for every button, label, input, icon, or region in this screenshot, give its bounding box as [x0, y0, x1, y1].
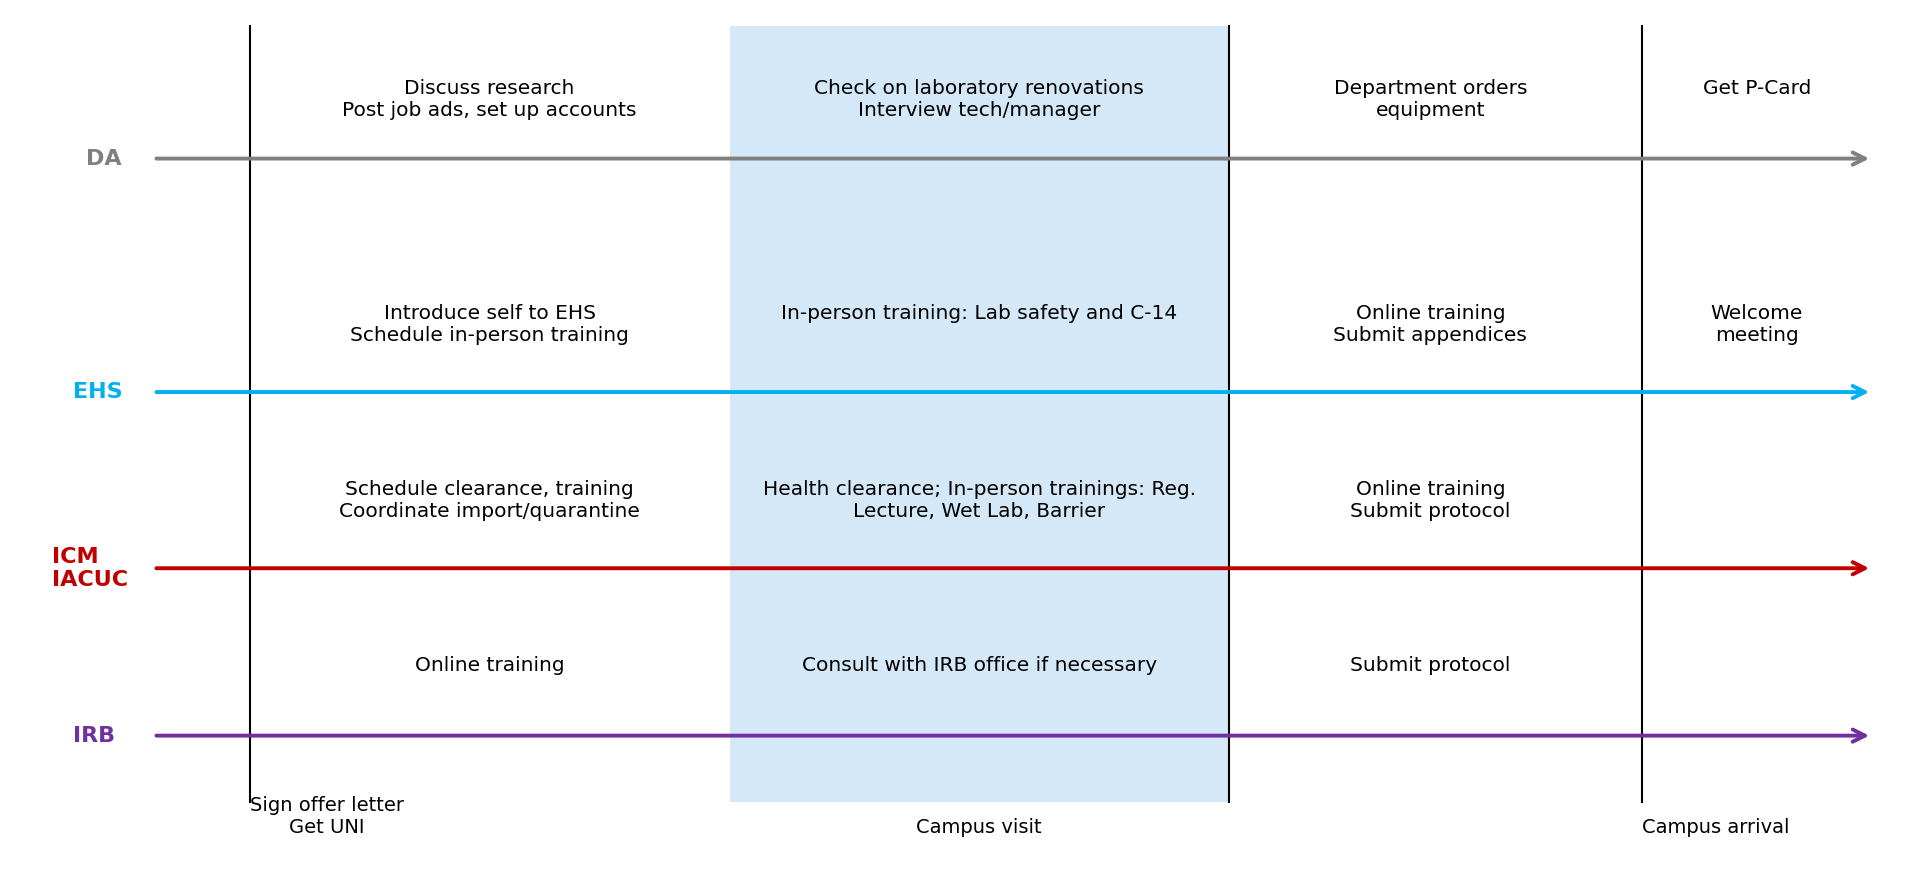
Text: EHS: EHS — [73, 382, 123, 402]
Text: ICM
IACUC: ICM IACUC — [52, 546, 129, 590]
Text: Online training
Submit appendices: Online training Submit appendices — [1334, 304, 1526, 345]
Text: Online training
Submit protocol: Online training Submit protocol — [1350, 480, 1511, 522]
Text: Welcome
meeting: Welcome meeting — [1711, 304, 1803, 345]
Text: Campus arrival: Campus arrival — [1642, 818, 1789, 837]
Text: Consult with IRB office if necessary: Consult with IRB office if necessary — [803, 656, 1156, 676]
Text: Online training: Online training — [415, 656, 564, 676]
Text: IRB: IRB — [73, 726, 115, 745]
Text: Department orders
equipment: Department orders equipment — [1334, 79, 1526, 121]
Text: Discuss research
Post job ads, set up accounts: Discuss research Post job ads, set up ac… — [342, 79, 637, 121]
Text: Sign offer letter
Get UNI: Sign offer letter Get UNI — [250, 796, 403, 837]
Text: Submit protocol: Submit protocol — [1350, 656, 1511, 676]
Text: Get P-Card: Get P-Card — [1703, 79, 1811, 99]
Text: Check on laboratory renovations
Interview tech/manager: Check on laboratory renovations Intervie… — [814, 79, 1144, 121]
Text: DA: DA — [86, 149, 123, 168]
Text: Health clearance; In-person trainings: Reg.
Lecture, Wet Lab, Barrier: Health clearance; In-person trainings: R… — [762, 480, 1196, 522]
Text: Schedule clearance, training
Coordinate import/quarantine: Schedule clearance, training Coordinate … — [340, 480, 639, 522]
Bar — [730, 26, 1229, 802]
Text: In-person training: Lab safety and C-14: In-person training: Lab safety and C-14 — [781, 304, 1177, 323]
Text: Campus visit: Campus visit — [916, 818, 1043, 837]
Text: Introduce self to EHS
Schedule in-person training: Introduce self to EHS Schedule in-person… — [349, 304, 630, 345]
